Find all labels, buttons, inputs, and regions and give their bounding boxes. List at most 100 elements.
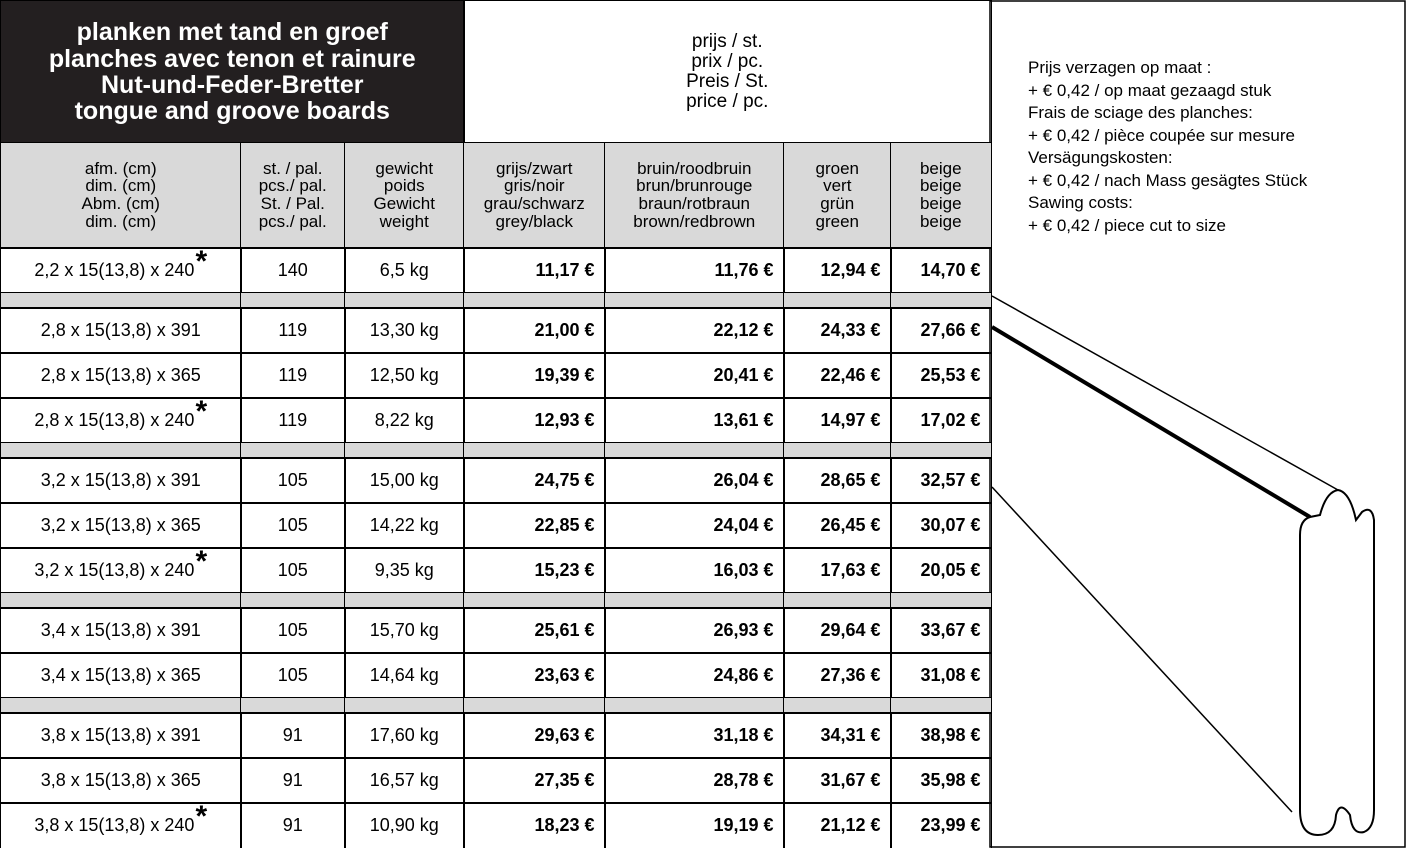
column-header-line: beige	[919, 158, 962, 178]
column-header-line: brun/brunrouge	[636, 176, 753, 196]
table-cell: 105	[240, 547, 346, 594]
cell-text: 11,17 €	[535, 259, 595, 280]
cell-text: 38,98 €	[920, 724, 981, 745]
table-cell: 18,23 €	[463, 802, 606, 848]
table-cell: 2,8 x 15(13,8) x 391	[0, 307, 242, 354]
cell-text: 12,94 €	[820, 259, 881, 280]
column-header-line: grijs/zwart	[495, 158, 573, 178]
cell-text: 14,97 €	[820, 409, 881, 430]
cell-text: 34,31 €	[820, 724, 881, 745]
column-header-line: brown/redbrown	[633, 212, 756, 232]
table-cell: 16,57 kg	[344, 757, 465, 804]
cell-text: 2,2 x 15(13,8) x 240	[34, 259, 195, 280]
cell-text: 3,2 x 15(13,8) x 240	[34, 559, 195, 580]
cell-text: 91	[282, 814, 303, 835]
board-profile	[1299, 488, 1375, 837]
cell-text: 31,08 €	[920, 664, 981, 685]
column-header-line: beige	[919, 176, 962, 196]
table-cell: 9,35 kg	[344, 547, 465, 594]
asterisk: *	[195, 245, 208, 279]
cell-text: 24,04 €	[713, 514, 774, 535]
column-header: gewicht poids Gewicht weight	[344, 142, 465, 249]
cell-text: 8,22 kg	[374, 409, 434, 430]
cell-text: 31,67 €	[820, 769, 881, 790]
table-cell: 15,00 kg	[344, 457, 465, 504]
column-header-line: afm. (cm)	[84, 158, 157, 178]
cell-text: 3,2 x 15(13,8) x 365	[40, 514, 201, 535]
table-cell: 105	[240, 607, 346, 654]
cell-text: 29,64 €	[820, 619, 881, 640]
column-header-line: grey/black	[495, 212, 573, 232]
table-cell: 20,05 €	[890, 547, 992, 594]
cell-text: 105	[277, 664, 308, 685]
table-cell: 19,39 €	[463, 352, 606, 399]
table-cell: 38,98 €	[890, 712, 992, 759]
cell-text: 35,98 €	[920, 769, 981, 790]
table-cell: 105	[240, 502, 346, 549]
cell-text: 2,8 x 15(13,8) x 391	[40, 319, 201, 340]
column-header-line: groen	[815, 158, 859, 178]
column-header-line: St. / Pal.	[260, 194, 325, 214]
table-cell: 12,94 €	[783, 247, 892, 294]
table-cell: 26,04 €	[604, 457, 785, 504]
table-cell: 22,46 €	[783, 352, 892, 399]
price-header-line: Preis / St.	[686, 70, 769, 92]
table-cell: 24,33 €	[783, 307, 892, 354]
table-cell: 26,93 €	[604, 607, 785, 654]
price-header-line: prijs / st.	[691, 30, 763, 52]
column-header-line: vert	[823, 176, 852, 196]
cell-text: 22,12 €	[713, 319, 774, 340]
cell-text: 18,23 €	[534, 814, 595, 835]
cell-text: 20,05 €	[920, 559, 981, 580]
cell-text: 105	[277, 514, 308, 535]
column-header-line: beige	[919, 194, 962, 214]
table-cell: 21,12 €	[783, 802, 892, 848]
column-header-line: bruin/roodbruin	[637, 158, 752, 178]
cell-text: 26,04 €	[713, 469, 774, 490]
cell-text: 3,4 x 15(13,8) x 365	[40, 664, 201, 685]
table-cell: 3,8 x 15(13,8) x 365	[0, 757, 242, 804]
cell-text: 24,75 €	[534, 469, 595, 490]
table-cell: 14,64 kg	[344, 652, 465, 699]
column-header: grijs/zwart gris/noir grau/schwarz grey/bla…	[463, 142, 606, 249]
table-cell: 27,36 €	[783, 652, 892, 699]
note-line: Frais de sciage des planches:	[1028, 103, 1253, 122]
cell-text: 23,99 €	[920, 814, 981, 835]
table-cell: 33,67 €	[890, 607, 992, 654]
table-cell: 10,90 kg	[344, 802, 465, 848]
cell-text: 28,65 €	[820, 469, 881, 490]
cell-text: 32,57 €	[920, 469, 981, 490]
title-cell: planken met tand en groef planches avec t…	[0, 0, 465, 144]
cell-text: 6,5 kg	[379, 259, 429, 280]
cell-text: 140	[277, 259, 308, 280]
cell-text: 10,90 kg	[369, 814, 439, 835]
title-line: tongue and groove boards	[74, 97, 390, 125]
column-header-line: Gewicht	[373, 194, 435, 214]
table-cell: 13,61 €	[604, 397, 785, 444]
table-cell: 119	[240, 397, 346, 444]
cell-text: 17,60 kg	[369, 724, 439, 745]
separator-cell	[890, 442, 992, 459]
board-edge	[991, 486, 1293, 813]
cell-text: 26,45 €	[820, 514, 881, 535]
table-cell: 27,66 €	[890, 307, 992, 354]
table-cell: 3,8 x 15(13,8) x 240 *	[0, 800, 242, 848]
cell-text: 3,8 x 15(13,8) x 365	[40, 769, 201, 790]
table-cell: 26,45 €	[783, 502, 892, 549]
note-line: + € 0,42 / op maat gezaagd stuk	[1028, 80, 1272, 100]
cell-text: 15,70 kg	[369, 619, 439, 640]
table-cell: 2,2 x 15(13,8) x 240 *	[0, 245, 242, 294]
table-cell: 11,17 €	[463, 247, 606, 294]
column-header-line: pcs./ pal.	[258, 176, 327, 196]
table-cell: 25,61 €	[463, 607, 606, 654]
board-edge	[990, 325, 1312, 519]
note-line: Prijs verzagen op maat :	[1028, 58, 1212, 77]
cell-text: 19,39 €	[534, 364, 595, 385]
table-cell: 21,00 €	[463, 307, 606, 354]
note-line: + € 0,42 / piece cut to size	[1028, 215, 1226, 235]
table-cell: 3,4 x 15(13,8) x 391	[0, 607, 242, 654]
cell-text: 25,61 €	[534, 619, 595, 640]
table-cell: 19,19 €	[604, 802, 785, 848]
table-cell: 24,86 €	[604, 652, 785, 699]
cell-text: 3,4 x 15(13,8) x 391	[40, 619, 201, 640]
